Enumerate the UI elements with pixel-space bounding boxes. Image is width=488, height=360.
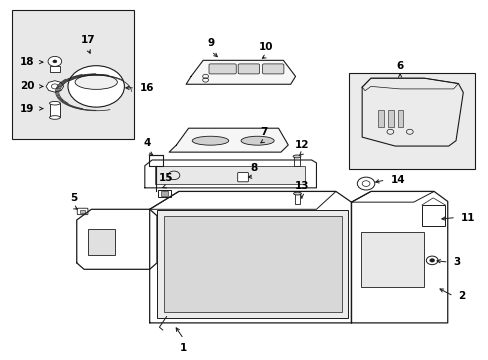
Text: 11: 11 (460, 212, 474, 222)
Text: 2: 2 (458, 291, 465, 301)
Text: 1: 1 (180, 342, 187, 352)
Text: 12: 12 (294, 140, 308, 150)
Circle shape (357, 177, 374, 190)
Text: 9: 9 (207, 38, 215, 48)
Text: 14: 14 (389, 175, 404, 185)
Polygon shape (46, 81, 63, 92)
Text: 4: 4 (143, 138, 151, 148)
Ellipse shape (192, 136, 228, 145)
Text: 19: 19 (20, 104, 34, 113)
Polygon shape (169, 128, 287, 152)
Circle shape (68, 66, 124, 107)
Bar (421, 205, 445, 226)
Ellipse shape (293, 192, 301, 195)
Bar (88, 229, 115, 255)
Bar (294, 194, 299, 204)
Text: 10: 10 (259, 42, 273, 52)
Bar (387, 110, 393, 127)
Bar (377, 110, 383, 127)
Text: 15: 15 (158, 173, 173, 183)
FancyBboxPatch shape (77, 208, 88, 215)
Bar (12, 10, 133, 139)
Text: 3: 3 (453, 257, 460, 267)
Bar (50, 66, 60, 72)
Bar (157, 210, 347, 318)
Circle shape (53, 60, 57, 63)
Ellipse shape (241, 136, 274, 145)
Circle shape (429, 258, 434, 262)
Bar (80, 210, 85, 213)
Bar (397, 110, 403, 127)
Circle shape (48, 57, 61, 66)
FancyBboxPatch shape (208, 64, 236, 74)
Bar (161, 192, 167, 196)
Bar (361, 232, 424, 287)
FancyBboxPatch shape (237, 172, 248, 182)
Ellipse shape (292, 155, 300, 158)
Ellipse shape (49, 116, 60, 119)
Text: 13: 13 (294, 181, 308, 192)
Ellipse shape (75, 75, 117, 89)
Bar (164, 216, 341, 312)
FancyBboxPatch shape (238, 64, 259, 74)
Bar (49, 103, 60, 117)
Bar (158, 190, 170, 197)
Circle shape (426, 256, 437, 265)
FancyBboxPatch shape (262, 64, 284, 74)
Polygon shape (186, 60, 295, 84)
Text: 17: 17 (81, 35, 95, 45)
Text: 8: 8 (250, 163, 257, 173)
Text: 18: 18 (20, 57, 34, 67)
Ellipse shape (49, 102, 60, 105)
Bar (154, 166, 305, 184)
Text: 5: 5 (70, 193, 77, 203)
Bar (293, 157, 299, 166)
Text: 6: 6 (396, 61, 403, 71)
Text: 20: 20 (20, 81, 34, 91)
Bar (348, 73, 474, 169)
Text: 16: 16 (140, 83, 154, 93)
Text: 7: 7 (260, 127, 267, 137)
